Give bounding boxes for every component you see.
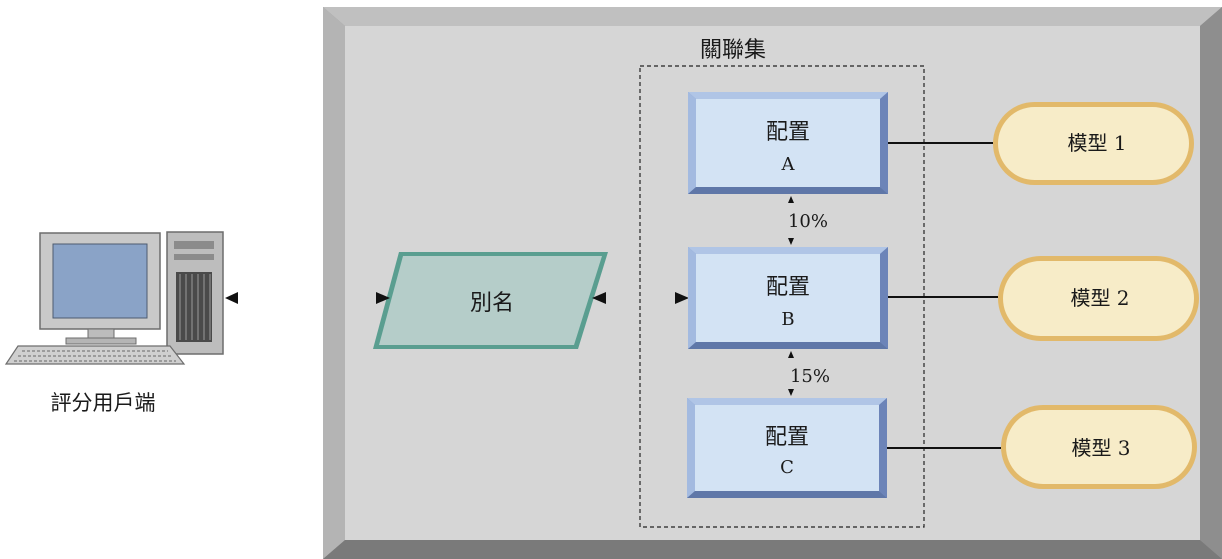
model-2-label: 模型 2 (1070, 286, 1129, 310)
config-b-letter: B (781, 309, 794, 330)
model-1-label: 模型 1 (1067, 131, 1126, 155)
association-set-title: 關聯集 (700, 38, 766, 63)
client-arrow-icon (225, 292, 238, 304)
config-c-letter: C (780, 457, 794, 478)
config-a-letter: A (781, 154, 796, 175)
config-b-title: 配置 (766, 275, 810, 300)
alias-label: 別名 (470, 291, 514, 316)
split-label-bc: 15% (790, 366, 830, 387)
model-3-label: 模型 3 (1071, 436, 1130, 460)
split-label-ab: 10% (788, 211, 828, 232)
config-a-title: 配置 (766, 120, 810, 145)
desktop-computer-icon (6, 232, 223, 364)
config-c-title: 配置 (765, 425, 809, 450)
client-label: 評分用戶端 (51, 391, 156, 415)
